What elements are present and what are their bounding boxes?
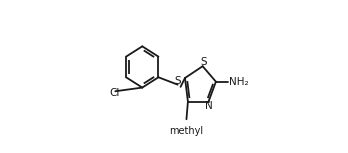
Text: N: N [205,101,213,111]
Text: S: S [175,75,181,86]
Text: NH₂: NH₂ [229,77,249,87]
Text: S: S [200,57,207,67]
Text: methyl: methyl [169,126,204,136]
Text: Cl: Cl [110,88,120,98]
